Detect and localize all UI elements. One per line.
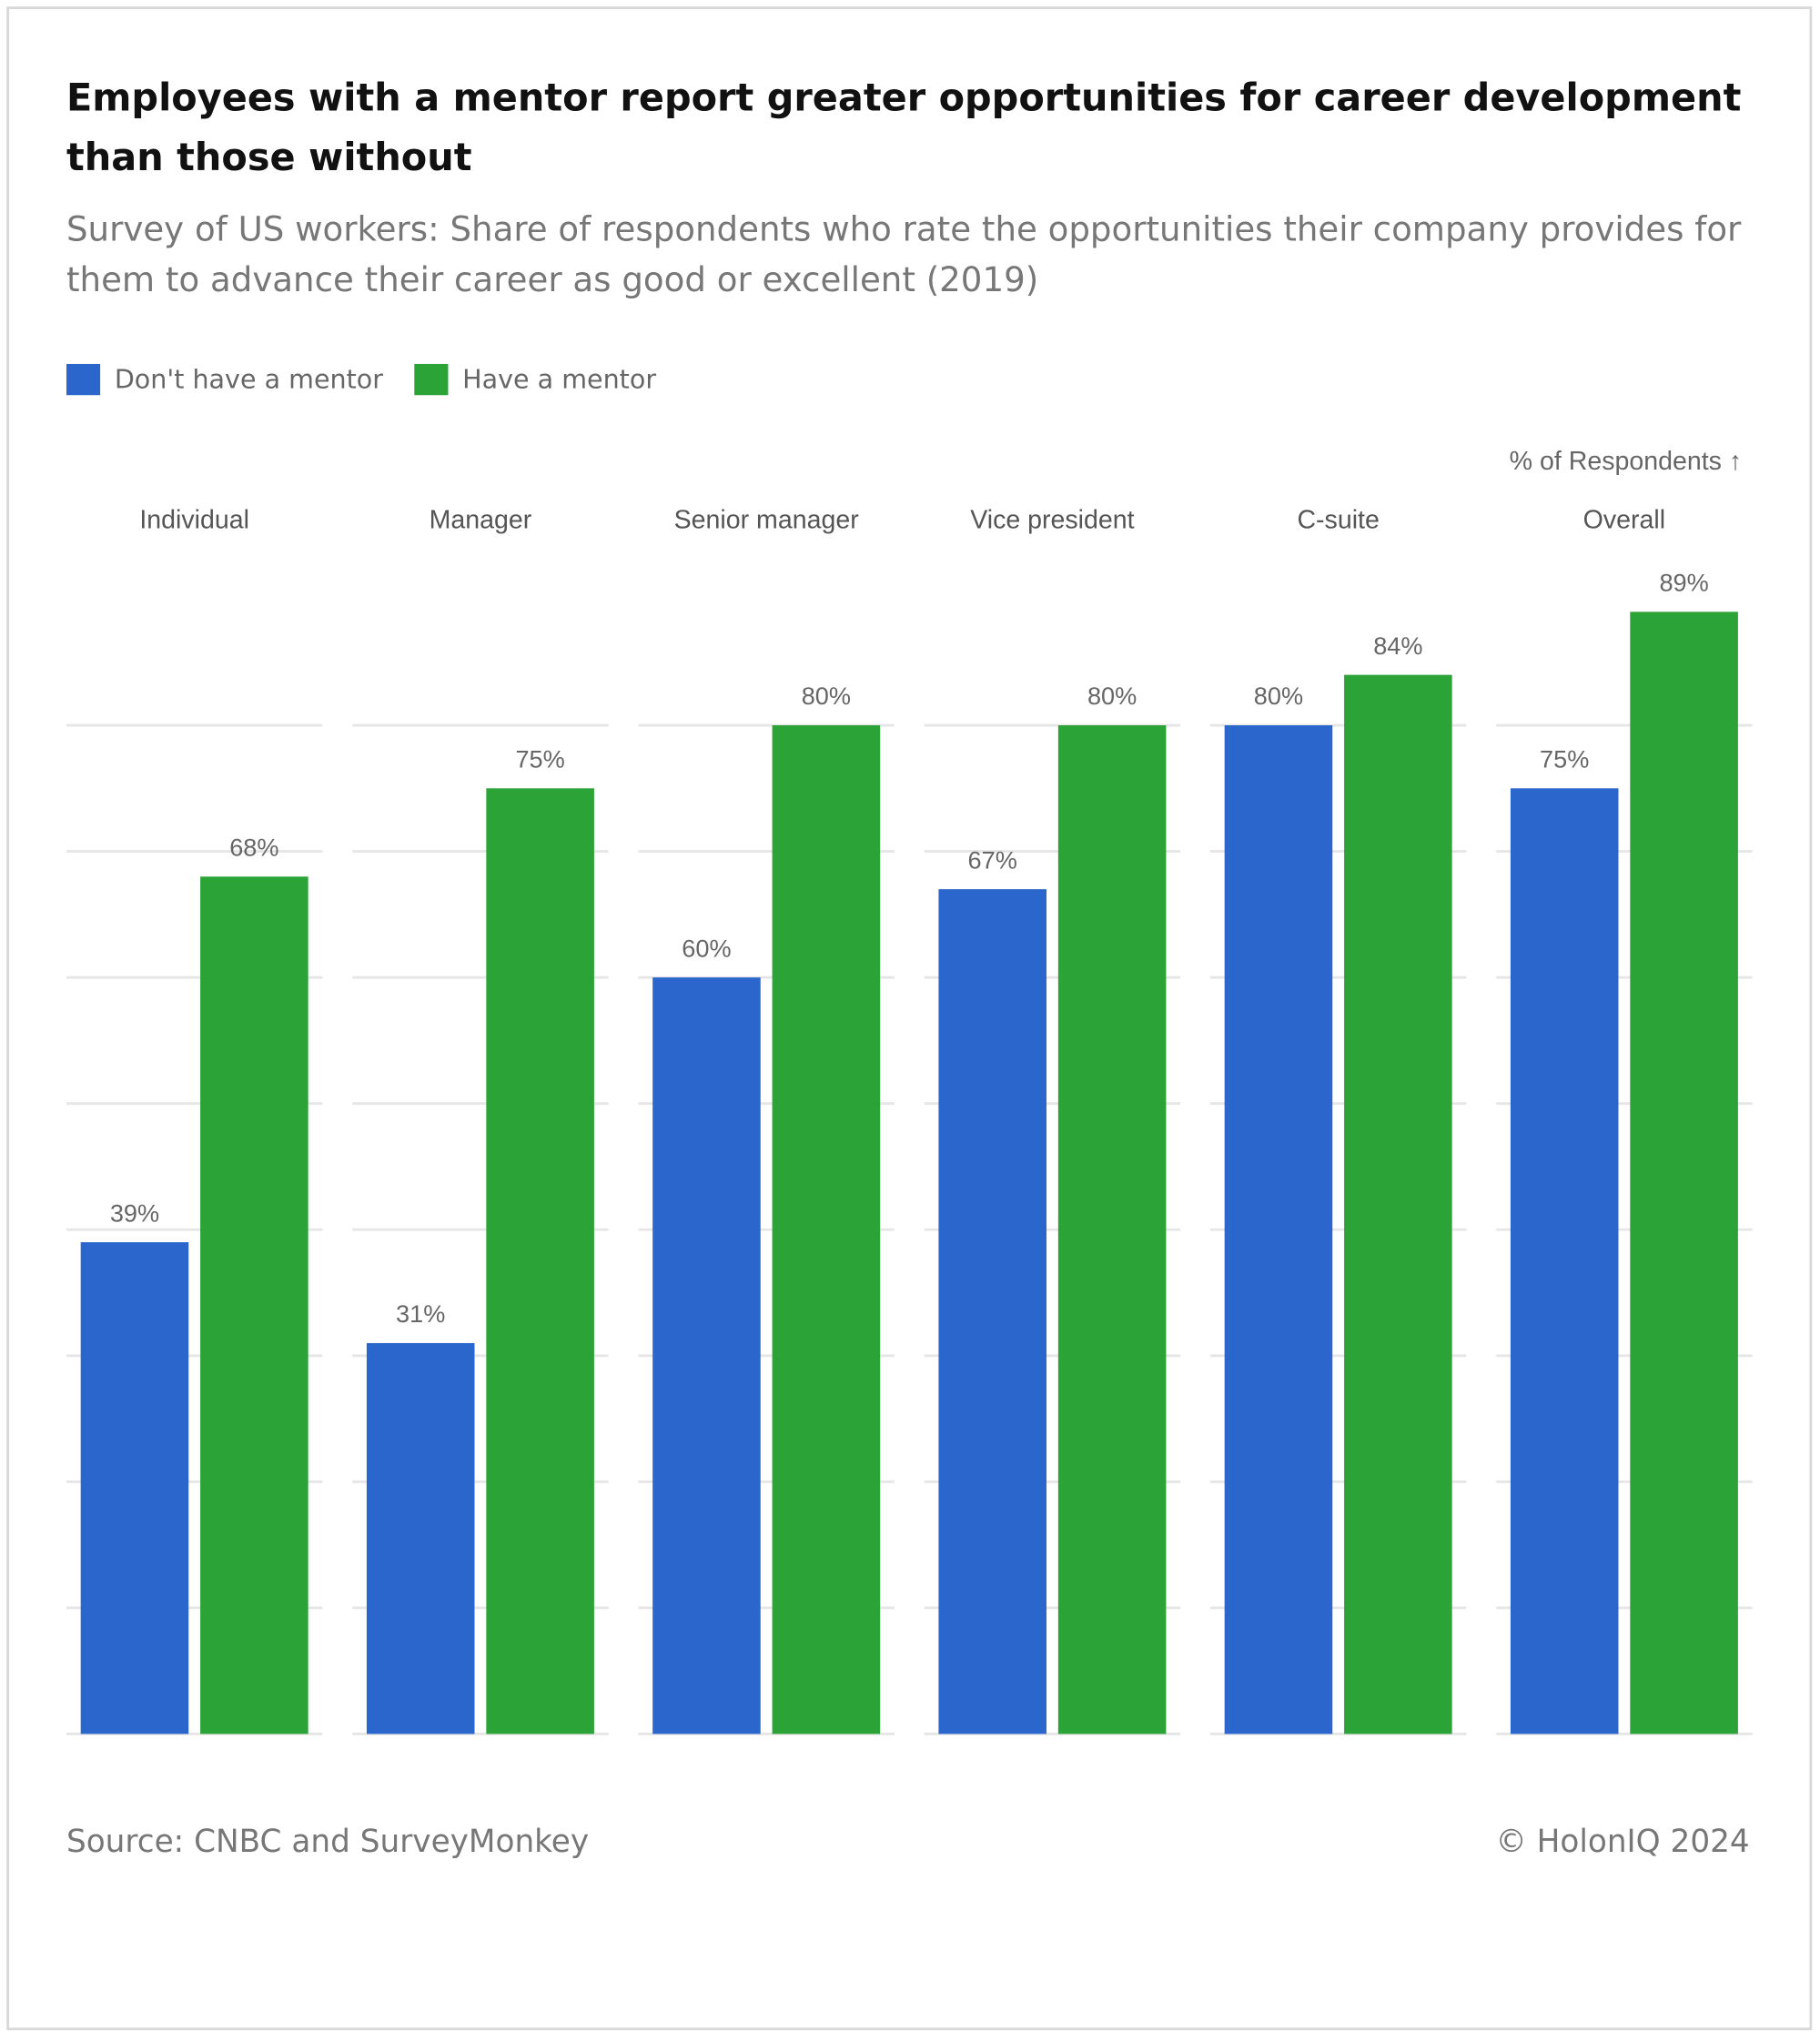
data-label: 84%	[1373, 632, 1422, 660]
bar	[486, 788, 594, 1734]
data-label: 80%	[802, 682, 851, 710]
category-label: C-suite	[1297, 505, 1379, 534]
data-label: 89%	[1659, 569, 1708, 597]
bar	[1344, 674, 1452, 1734]
data-label: 75%	[1540, 744, 1589, 773]
bar	[1057, 725, 1167, 1734]
legend-label: Have a mentor	[462, 364, 656, 395]
bar	[1510, 788, 1619, 1734]
category-label: Overall	[1583, 505, 1665, 534]
category-label: Senior manager	[674, 505, 860, 534]
chart-title: Employees with a mentor report greater o…	[66, 75, 1742, 180]
legend-label: Don't have a mentor	[115, 364, 383, 395]
title-box: Employees with a mentor report greater o…	[66, 75, 1742, 180]
data-label: 75%	[515, 744, 564, 773]
credit: © HolonIQ 2024	[1495, 1824, 1749, 1860]
legend-swatch	[66, 363, 101, 396]
category-label: Individual	[139, 505, 249, 534]
legend-swatch	[414, 363, 449, 396]
bar	[1630, 612, 1738, 1734]
bar	[1224, 725, 1333, 1734]
data-label: 60%	[682, 934, 731, 962]
data-label: 39%	[110, 1198, 159, 1227]
data-label: 31%	[396, 1299, 445, 1328]
data-label: 68%	[229, 833, 278, 861]
subtitle-box: Survey of US workers: Share of responden…	[66, 210, 1742, 300]
bar	[652, 977, 761, 1734]
bar	[366, 1342, 475, 1734]
frame	[6, 6, 1813, 2031]
category-label: Manager	[430, 505, 532, 534]
data-label: 80%	[1087, 682, 1137, 710]
chart-subtitle: Survey of US workers: Share of responden…	[66, 210, 1742, 300]
data-label: 80%	[1254, 682, 1303, 710]
bar	[80, 1242, 189, 1734]
bar	[938, 889, 1046, 1734]
category-label: Vice president	[970, 505, 1134, 534]
bar	[772, 725, 881, 1734]
y-axis-label: % of Respondents ↑	[1510, 447, 1743, 476]
source: Source: CNBC and SurveyMonkey	[66, 1824, 589, 1860]
data-label: 67%	[968, 845, 1017, 874]
bar	[200, 876, 308, 1734]
